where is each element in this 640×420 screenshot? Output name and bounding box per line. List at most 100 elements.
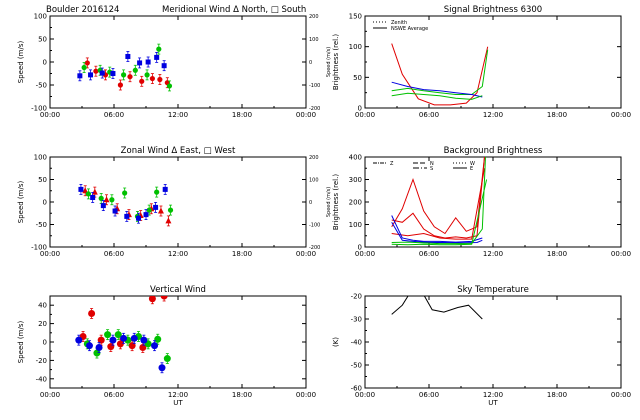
data-point-square bbox=[99, 70, 105, 76]
x-tick-label: 00:00 bbox=[296, 250, 316, 258]
series-line-4 bbox=[391, 222, 483, 244]
data-point-circle bbox=[93, 68, 99, 74]
y-tick-label: 40 bbox=[38, 302, 47, 310]
plot-area bbox=[78, 183, 174, 227]
y-tick-label: 100 bbox=[349, 221, 362, 229]
data-point-square bbox=[90, 195, 96, 200]
data-point-circle bbox=[85, 342, 93, 350]
x-tick-label: 06:00 bbox=[419, 111, 439, 119]
x-axis-label: UT bbox=[173, 399, 183, 407]
data-point-circle bbox=[104, 331, 112, 339]
data-point-circle bbox=[154, 335, 162, 343]
data-point-circle bbox=[109, 336, 117, 344]
data-point-circle bbox=[75, 336, 83, 344]
y-axis-label-right: Speed (m/s) bbox=[326, 187, 332, 217]
y-right-tick-label: 200 bbox=[309, 155, 319, 161]
legend-label: Z bbox=[390, 161, 394, 167]
y-axis-label-right: Speed (m/s) bbox=[326, 47, 332, 77]
y-tick-label: -20 bbox=[351, 293, 362, 301]
data-point-triangle bbox=[103, 196, 110, 203]
data-point-circle bbox=[148, 296, 156, 303]
y-axis-label: Speed (m/s) bbox=[17, 181, 25, 224]
x-tick-label: 18:00 bbox=[232, 391, 252, 399]
y-tick-label: -100 bbox=[31, 244, 47, 252]
y-tick-label: 100 bbox=[349, 43, 362, 51]
data-point-square bbox=[136, 215, 142, 221]
data-point-circle bbox=[140, 336, 148, 344]
data-point-square bbox=[162, 186, 168, 192]
series-line-6 bbox=[391, 179, 488, 246]
x-tick-label: 00:00 bbox=[611, 111, 631, 119]
chart-title: Vertical Wind bbox=[150, 285, 206, 295]
data-point-square bbox=[78, 186, 84, 192]
y-axis-label: Brightness (rel.) bbox=[332, 34, 340, 90]
data-point-square bbox=[112, 208, 118, 214]
data-point-circle bbox=[163, 355, 171, 363]
x-tick-label: 00:00 bbox=[40, 111, 60, 119]
y-tick-label: 100 bbox=[34, 13, 47, 21]
chart-title: Meridional Wind Δ North, □ South bbox=[162, 5, 306, 15]
y-tick-label: 50 bbox=[38, 36, 47, 44]
x-tick-label: 18:00 bbox=[547, 250, 567, 258]
legend-label: Zenith bbox=[391, 20, 407, 26]
data-point-square bbox=[125, 53, 131, 59]
x-tick-label: 18:00 bbox=[547, 391, 567, 399]
y-tick-label: 50 bbox=[353, 74, 362, 82]
plot-area bbox=[391, 157, 488, 246]
x-tick-label: 06:00 bbox=[104, 111, 124, 119]
figure-title-left: Boulder 2016124 bbox=[46, 5, 119, 15]
x-tick-label: 12:00 bbox=[483, 111, 503, 119]
data-point-circle bbox=[109, 197, 115, 203]
chart-signal: Signal Brightness 6300 0 50 100 150 00:00 06:0… bbox=[332, 5, 631, 119]
x-tick-label: 06:00 bbox=[419, 250, 439, 258]
legend-label: W bbox=[470, 161, 475, 167]
data-point-triangle bbox=[82, 187, 89, 194]
chart-title: Signal Brightness 6300 bbox=[444, 5, 542, 15]
plot-frame bbox=[49, 156, 307, 248]
series-line-3 bbox=[391, 215, 483, 243]
y-axis-label: Speed (m/s) bbox=[17, 321, 25, 364]
chart-title: Zonal Wind Δ East, □ West bbox=[121, 146, 236, 156]
data-point-circle bbox=[114, 331, 122, 339]
data-point-triangle bbox=[91, 188, 98, 195]
y-tick-label: 0 bbox=[358, 105, 362, 113]
plot-area bbox=[391, 296, 483, 320]
series-line-0 bbox=[391, 157, 485, 235]
data-point-circle bbox=[81, 64, 87, 71]
chart-meridional: Boulder 2016124 Meridional Wind Δ North, … bbox=[17, 5, 332, 119]
data-point-triangle bbox=[165, 217, 172, 224]
data-point-triangle bbox=[157, 207, 164, 214]
data-point-circle bbox=[95, 344, 103, 352]
data-point-circle bbox=[97, 336, 105, 344]
legend-label: E bbox=[470, 166, 473, 172]
plot-area bbox=[75, 296, 171, 374]
x-tick-label: 18:00 bbox=[232, 111, 252, 119]
x-tick-label: 12:00 bbox=[168, 391, 188, 399]
chart-zonal: Zonal Wind Δ East, □ West -100 -50 0 50 100 -2… bbox=[17, 146, 332, 258]
series-line-5 bbox=[391, 157, 486, 245]
data-point-circle bbox=[146, 207, 152, 213]
data-point-circle bbox=[121, 72, 127, 78]
y-tick-label: 150 bbox=[349, 13, 362, 21]
data-point-circle bbox=[116, 340, 124, 348]
data-point-circle bbox=[156, 46, 162, 52]
y-axis-label: (K) bbox=[332, 337, 340, 347]
plot-frame bbox=[364, 156, 622, 248]
y-right-tick-label: 0 bbox=[309, 60, 312, 66]
y-tick-label: -50 bbox=[36, 82, 47, 90]
data-point-circle bbox=[98, 195, 104, 201]
chart-vertical: Vertical Wind -40 -20 0 20 40 00:00 06:00 12:00 1… bbox=[17, 285, 316, 407]
chart-skytemp: Sky Temperature -60 -50 -40 -30 -20 00:00 06:00… bbox=[332, 285, 631, 407]
y-tick-label: 400 bbox=[349, 154, 362, 162]
x-tick-label: 00:00 bbox=[296, 391, 316, 399]
plot-frame bbox=[364, 295, 622, 389]
y-tick-label: 0 bbox=[358, 244, 362, 252]
data-point-square bbox=[154, 54, 160, 60]
data-point-circle bbox=[84, 60, 90, 66]
series-line-3 bbox=[391, 92, 483, 100]
chart-background: Background Brightness 0 100 200 300 400 00:00 0… bbox=[332, 146, 631, 258]
y-tick-label: -60 bbox=[351, 385, 362, 393]
legend-label: NSWE Average bbox=[391, 26, 428, 32]
data-point-circle bbox=[85, 191, 91, 197]
data-point-circle bbox=[139, 344, 147, 352]
